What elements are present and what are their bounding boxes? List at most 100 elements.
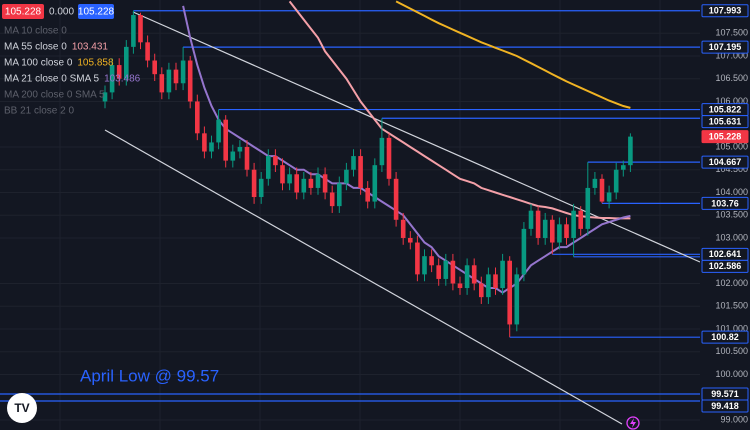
candle-body bbox=[202, 133, 207, 152]
alert-icon bbox=[626, 416, 640, 430]
candle-body bbox=[450, 260, 456, 284]
candle-body bbox=[471, 265, 477, 284]
candle-body bbox=[251, 169, 257, 198]
level-label-box bbox=[701, 115, 749, 129]
candle-body bbox=[294, 174, 299, 193]
y-tick-label: 100.500 bbox=[715, 346, 748, 356]
ma-line bbox=[395, 0, 631, 109]
candle-body bbox=[159, 74, 165, 93]
candle-body bbox=[315, 174, 321, 188]
y-tick-label: 101.500 bbox=[715, 301, 748, 311]
level-label: 99.418 bbox=[711, 401, 739, 411]
candle-body bbox=[180, 60, 186, 84]
level-label: 107.195 bbox=[709, 42, 742, 52]
level-label-box bbox=[701, 259, 749, 273]
candle-body bbox=[613, 169, 619, 193]
candle-body bbox=[358, 156, 363, 188]
candle-body bbox=[599, 178, 605, 202]
candle-body bbox=[464, 265, 470, 289]
candle-body bbox=[386, 137, 392, 179]
candle-body bbox=[138, 15, 143, 43]
candle-body bbox=[422, 256, 427, 275]
candle-body bbox=[223, 119, 228, 161]
candle-body bbox=[195, 101, 200, 134]
candle-body bbox=[400, 219, 406, 238]
legend-value: 103.431 bbox=[72, 42, 109, 53]
candle-body bbox=[273, 156, 278, 166]
annotation: April Low @ 99.57 bbox=[80, 366, 219, 385]
level-label: 102.641 bbox=[709, 249, 742, 259]
candle-body bbox=[457, 283, 463, 289]
candle-body bbox=[187, 60, 193, 102]
header: 105.228 0.000 105.228 bbox=[2, 4, 115, 19]
level-label-box bbox=[701, 196, 749, 210]
y-tick-label: 104.500 bbox=[715, 164, 748, 174]
candle-body bbox=[287, 174, 292, 184]
candle-body bbox=[365, 187, 370, 202]
channel-lower bbox=[104, 129, 623, 425]
candle-body bbox=[301, 178, 307, 193]
price: 105.228 bbox=[5, 7, 42, 18]
candle-body bbox=[166, 69, 172, 93]
legend-name: MA 55 close 0 bbox=[4, 42, 67, 53]
bid: 105.228 bbox=[78, 7, 115, 18]
bid-box bbox=[78, 4, 114, 19]
y-tick-label: 104.000 bbox=[715, 187, 748, 197]
axis-background bbox=[700, 0, 750, 430]
candle-body bbox=[131, 15, 136, 47]
legend-name: BB 21 close 2 0 bbox=[4, 106, 74, 117]
channel-upper bbox=[132, 11, 701, 263]
candle-body bbox=[237, 146, 243, 152]
candle-body bbox=[486, 274, 491, 298]
candle-body bbox=[443, 260, 449, 279]
candle-body bbox=[258, 178, 264, 198]
candle-body bbox=[280, 165, 285, 184]
levels bbox=[0, 10, 700, 402]
level-label-box bbox=[701, 155, 749, 169]
candle-body bbox=[216, 119, 221, 143]
candle-body bbox=[628, 136, 633, 166]
candle-body bbox=[124, 46, 129, 79]
level-label-box bbox=[701, 4, 749, 18]
candle-body bbox=[209, 142, 214, 152]
candle-body bbox=[329, 192, 335, 207]
level-label: 107.993 bbox=[709, 6, 742, 16]
y-tick-label: 101.000 bbox=[715, 323, 748, 333]
candle-body bbox=[479, 283, 484, 298]
legend-name: MA 100 close 0 bbox=[4, 58, 73, 69]
legend-name: MA 200 close 0 SMA 5 bbox=[4, 90, 105, 101]
level-label: 103.76 bbox=[711, 198, 739, 208]
candle-body bbox=[571, 210, 576, 238]
price-box bbox=[2, 4, 44, 19]
level-label: 104.667 bbox=[709, 157, 742, 167]
candle-body bbox=[415, 242, 420, 275]
price-axis: 107.500 107.000 106.500 106.000 105.000 104.5… bbox=[700, 0, 750, 430]
level-label: 100.82 bbox=[711, 332, 739, 342]
candle-body bbox=[344, 169, 349, 184]
level-label-box bbox=[701, 130, 749, 144]
candle-body bbox=[528, 210, 534, 229]
candle-body bbox=[393, 178, 399, 220]
y-tick-label: 106.500 bbox=[715, 73, 748, 83]
candle-body bbox=[337, 183, 342, 207]
y-tick-label: 103.500 bbox=[715, 210, 748, 220]
candle-body bbox=[145, 42, 150, 61]
candle-body bbox=[230, 151, 236, 161]
candle-body bbox=[521, 228, 527, 275]
candle-body bbox=[436, 265, 441, 279]
legend-name: MA 10 close 0 bbox=[4, 26, 67, 37]
candle-body bbox=[507, 260, 512, 325]
candle-body bbox=[550, 219, 555, 243]
candle-body bbox=[408, 237, 413, 243]
y-tick-label: 100.000 bbox=[715, 369, 748, 379]
candle-body bbox=[557, 224, 562, 243]
legend-value: 105.858 bbox=[77, 58, 114, 69]
grid bbox=[0, 32, 700, 421]
legend: MA 10 close 0 MA 55 close 0 103.431 MA 100 … bbox=[4, 26, 141, 117]
y-tick-label: 105.000 bbox=[715, 141, 748, 151]
y-tick-label: 102.000 bbox=[715, 278, 748, 288]
candle-body bbox=[514, 274, 520, 325]
legend-value: 103.486 bbox=[104, 74, 141, 85]
y-tick-label: 99.000 bbox=[720, 414, 748, 424]
